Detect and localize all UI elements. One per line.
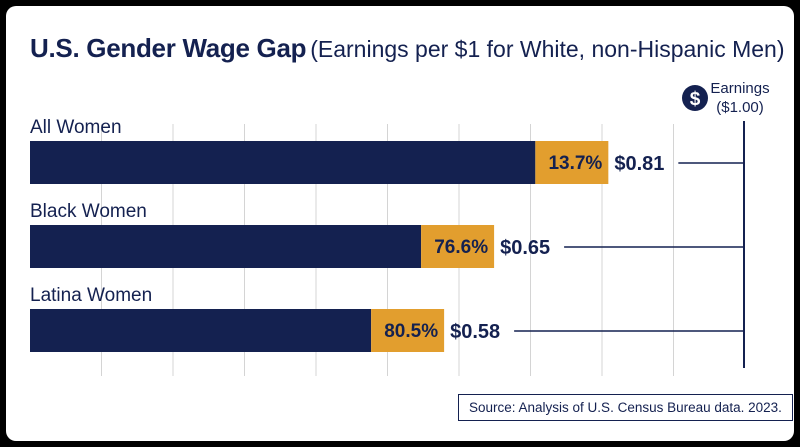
bar-earnings-latina-women: [30, 309, 372, 352]
category-label-latina-women: Latina Women: [30, 285, 152, 306]
gap-percent-label-black-women: 76.6%: [434, 237, 488, 258]
bar-gap-black-women: [421, 225, 495, 268]
dollar-icon: [682, 85, 708, 111]
bar-gap-all-women: [535, 141, 609, 184]
source-note: Source: Analysis of U.S. Census Bureau d…: [458, 394, 793, 421]
title-subtitle: (Earnings per $1 for White, non-Hispanic…: [310, 36, 785, 62]
bar-gap-latina-women: [371, 309, 445, 352]
bar-earnings-all-women: [30, 141, 536, 184]
value-label-all-women: $0.81: [614, 153, 664, 175]
title-main: U.S. Gender Wage Gap: [30, 33, 307, 63]
bar-earnings-black-women: [30, 225, 422, 268]
gap-percent-label-all-women: 13.7%: [548, 153, 602, 174]
chart-title: U.S. Gender Wage Gap (Earnings per $1 for…: [30, 28, 784, 65]
value-label-latina-women: $0.58: [450, 321, 500, 343]
category-label-black-women: Black Women: [30, 201, 147, 222]
bar-chart: All Women 13.7% $0.81 Black Women 76.6% $0.65…: [30, 80, 770, 376]
legend-line-2: ($1.00): [716, 99, 764, 116]
legend-line-1: Earnings: [710, 80, 769, 97]
bars: All Women 13.7% $0.81 Black Women 76.6% $0.65…: [30, 117, 744, 352]
value-label-black-women: $0.65: [500, 237, 550, 259]
gap-percent-label-latina-women: 80.5%: [384, 321, 438, 342]
category-label-all-women: All Women: [30, 117, 122, 138]
legend: $ Earnings ($1.00): [682, 80, 770, 116]
chart-card: U.S. Gender Wage Gap (Earnings per $1 for…: [6, 6, 794, 441]
dollar-icon-symbol: $: [690, 89, 701, 110]
